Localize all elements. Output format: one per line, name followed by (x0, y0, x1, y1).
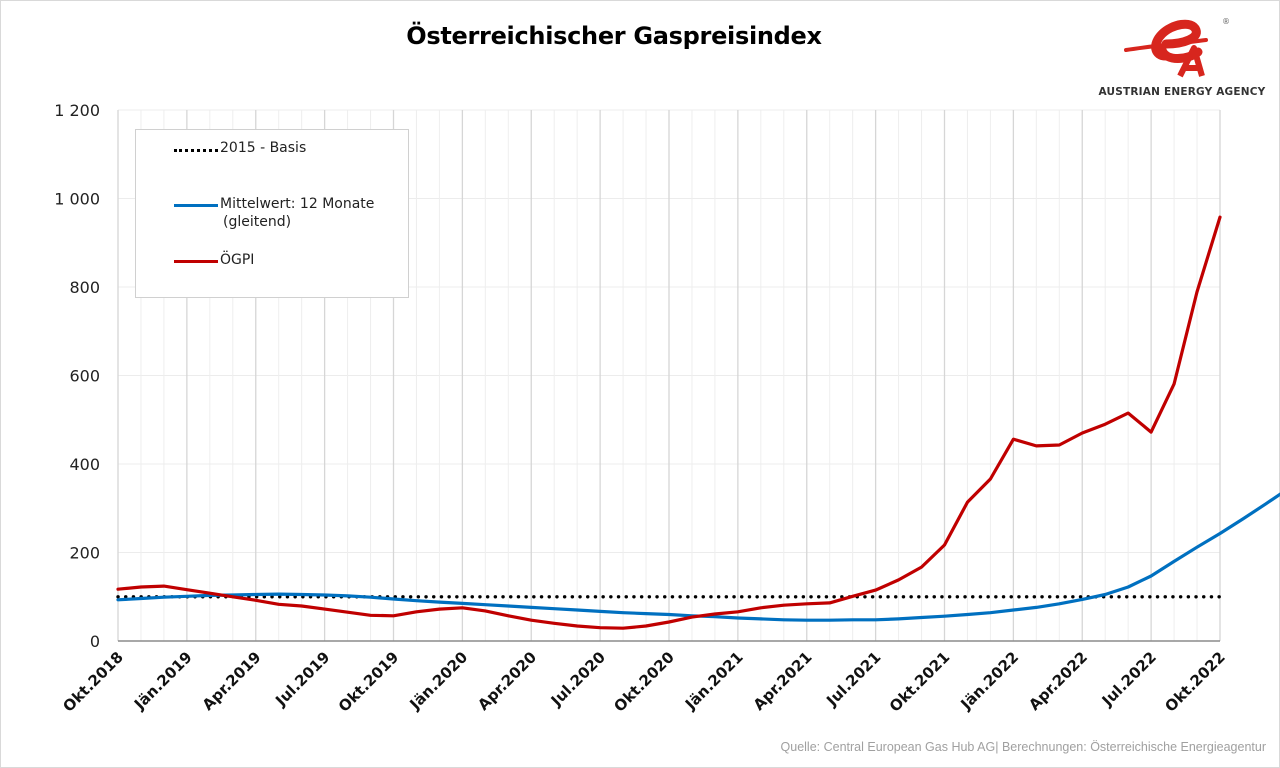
y-tick-label: 200 (69, 544, 100, 563)
source-note: Quelle: Central European Gas Hub AG| Ber… (780, 740, 1266, 754)
x-tick-label: Apr.2019 (199, 648, 265, 714)
y-tick-label: 0 (90, 632, 100, 651)
legend-label-mean-line2: (gleitend) (223, 214, 292, 230)
y-tick-label: 1 200 (54, 101, 100, 120)
x-tick-label: Okt.2019 (335, 648, 402, 715)
x-tick-label: Apr.2022 (1025, 648, 1091, 714)
y-tick-label: 800 (69, 278, 100, 297)
y-tick-label: 400 (69, 455, 100, 474)
legend-label-mean-line1: Mittelwert: 12 Monate (220, 196, 375, 212)
y-tick-label: 600 (69, 367, 100, 386)
registered-mark: ® (1222, 17, 1230, 26)
chart-title: Österreichischer Gaspreisindex (406, 22, 822, 50)
x-tick-label: Okt.2022 (1161, 648, 1228, 715)
y-tick-label: 1 000 (54, 190, 100, 209)
legend-red-line-icon (174, 260, 218, 263)
x-tick-label: Apr.2020 (474, 648, 540, 714)
x-tick-label: Jän.2022 (957, 648, 1023, 714)
series-group (116, 215, 1280, 630)
x-tick-label: Jul.2022 (1098, 648, 1160, 710)
x-axis-tick-labels: Okt.2018 Jän.2019 Apr.2019 Jul.2019 Okt.2019… (59, 648, 1228, 715)
x-tick-label: Okt.2021 (886, 648, 953, 715)
x-tick-label: Jul.2020 (547, 648, 609, 710)
legend-blue-line-icon (174, 204, 218, 207)
legend-dotted-line-icon (174, 149, 218, 152)
x-tick-label: Jul.2019 (271, 648, 333, 710)
legend-label-oegpi: ÖGPI (220, 252, 255, 268)
legend: 2015 - Basis Mittelwert: 12 Monate (glei… (135, 129, 409, 298)
y-axis-tick-labels: 0 200 400 600 800 1 000 1 200 (54, 101, 100, 651)
ea-logo-mark-icon: ® (1124, 17, 1230, 78)
x-tick-label: Jul.2021 (822, 648, 884, 710)
x-tick-label: Jän.2021 (681, 648, 747, 714)
x-tick-label: Okt.2020 (610, 648, 677, 715)
logo-text: AUSTRIAN ENERGY AGENCY (1098, 86, 1266, 98)
series-line-mittelwert (116, 492, 1280, 622)
austrian-energy-agency-logo: ® AUSTRIAN ENERGY AGENCY (1096, 10, 1268, 102)
x-tick-label: Apr.2021 (750, 648, 816, 714)
x-tick-label: Jän.2020 (406, 648, 472, 714)
x-tick-label: Okt.2018 (59, 648, 126, 715)
series-line-oegpi (116, 215, 1222, 630)
legend-label-basis: 2015 - Basis (220, 140, 307, 156)
x-tick-label: Jän.2019 (130, 648, 196, 714)
